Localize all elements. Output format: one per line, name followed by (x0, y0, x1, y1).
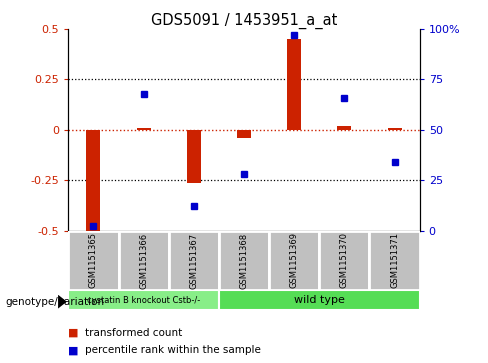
FancyBboxPatch shape (369, 231, 420, 290)
FancyBboxPatch shape (119, 231, 169, 290)
Text: GSM1151366: GSM1151366 (139, 232, 148, 289)
Text: percentile rank within the sample: percentile rank within the sample (85, 345, 261, 355)
Text: transformed count: transformed count (85, 328, 183, 338)
Text: GSM1151368: GSM1151368 (240, 232, 248, 289)
Text: genotype/variation: genotype/variation (5, 297, 104, 307)
Text: ■: ■ (68, 328, 79, 338)
Polygon shape (58, 295, 67, 309)
Text: GSM1151365: GSM1151365 (89, 232, 98, 289)
Bar (137, 128, 151, 130)
FancyBboxPatch shape (68, 290, 219, 310)
FancyBboxPatch shape (219, 231, 269, 290)
Bar (387, 128, 402, 130)
FancyBboxPatch shape (68, 231, 119, 290)
Bar (337, 126, 351, 130)
Text: ■: ■ (68, 345, 79, 355)
FancyBboxPatch shape (219, 290, 420, 310)
Text: GSM1151369: GSM1151369 (290, 232, 299, 289)
Bar (187, 130, 201, 183)
Text: GSM1151371: GSM1151371 (390, 232, 399, 289)
Text: GSM1151367: GSM1151367 (189, 232, 198, 289)
FancyBboxPatch shape (269, 231, 319, 290)
Text: cystatin B knockout Cstb-/-: cystatin B knockout Cstb-/- (87, 296, 200, 305)
FancyBboxPatch shape (169, 231, 219, 290)
Bar (287, 39, 301, 130)
Text: GDS5091 / 1453951_a_at: GDS5091 / 1453951_a_at (151, 13, 337, 29)
Bar (86, 130, 101, 231)
Text: wild type: wild type (294, 295, 345, 305)
FancyBboxPatch shape (319, 231, 369, 290)
Text: GSM1151370: GSM1151370 (340, 232, 349, 289)
Bar (237, 130, 251, 138)
